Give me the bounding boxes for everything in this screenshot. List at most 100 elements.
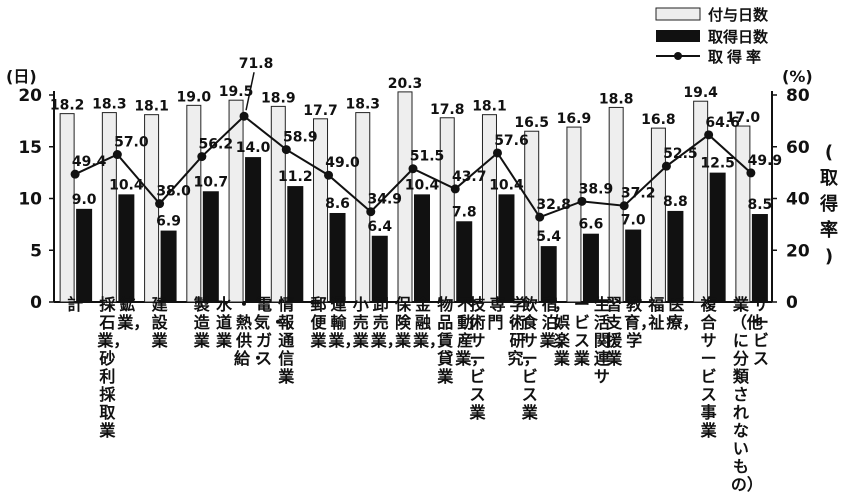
- granted-value-label: 18.3: [345, 97, 380, 113]
- rate-point: [535, 212, 545, 222]
- rate-point: [619, 201, 629, 211]
- left-tick-label: 10: [18, 190, 42, 210]
- taken-value-label: 9.0: [72, 192, 97, 208]
- left-tick-label: 0: [30, 293, 42, 313]
- granted-bar: [693, 100, 709, 303]
- taken-value-label: 10.7: [194, 174, 229, 190]
- granted-bar: [355, 112, 371, 303]
- category-label: 採石業，砂利採取業鉱業，: [97, 295, 150, 440]
- taken-bar: [582, 233, 599, 302]
- right-tick-label: 80: [786, 86, 810, 106]
- category-label: 計: [67, 295, 84, 314]
- rate-point: [450, 184, 460, 194]
- category-label: 建設業: [151, 295, 168, 350]
- rate-point: [197, 152, 207, 162]
- rate-value-label: 52.5: [663, 146, 698, 162]
- taken-bar: [667, 210, 684, 302]
- chart-svg: 0 5 10 15 20 0 20 40 60 80 (日) (%) (取得率) 18.2 9.0 18.3 1…: [6, 6, 839, 313]
- taken-value-label: 6.4: [367, 219, 392, 235]
- granted-value-label: 18.1: [472, 99, 507, 115]
- category-label: 水道業・熱供給・電気・ガス: [216, 295, 287, 368]
- category-label: 業（他に分類されないもの）サービス: [730, 295, 769, 494]
- taken-bar: [625, 229, 642, 302]
- granted-value-label: 19.4: [683, 85, 718, 101]
- taken-value-label: 8.8: [663, 194, 688, 210]
- granted-bar: [439, 117, 455, 303]
- taken-value-label: 6.6: [579, 217, 604, 233]
- category-label: 複合サービス事業: [700, 295, 717, 440]
- right-tick-label: 40: [786, 190, 810, 210]
- rate-value-label: 49.4: [72, 154, 107, 170]
- rate-point: [661, 161, 671, 171]
- taken-bar: [118, 194, 135, 302]
- granted-bar: [186, 104, 202, 303]
- granted-value-label: 17.8: [430, 102, 465, 118]
- granted-value-label: 18.3: [92, 97, 127, 113]
- rate-point: [366, 207, 376, 217]
- right-axis-label-char: (: [825, 142, 833, 163]
- granted-bar: [313, 118, 329, 303]
- taken-bar: [76, 208, 93, 302]
- taken-value-label: 14.0: [236, 140, 271, 156]
- taken-bar: [245, 157, 262, 302]
- rate-point: [492, 148, 502, 158]
- rate-value-label: 49.0: [325, 155, 360, 171]
- taken-value-label: 5.4: [536, 229, 561, 245]
- rate-value-label: 58.9: [283, 130, 318, 146]
- left-axis-unit: (日): [6, 67, 37, 86]
- taken-value-label: 8.5: [747, 197, 772, 213]
- legend-taken-swatch: [656, 30, 700, 42]
- left-tick-label: 5: [30, 241, 42, 261]
- category-label: 技術サービス業専門・学術研究，: [469, 295, 540, 422]
- granted-value-label: 16.9: [557, 111, 592, 127]
- category-label: 製造業: [193, 295, 210, 350]
- taken-bar: [414, 194, 430, 302]
- granted-value-label: 18.1: [134, 99, 169, 115]
- taken-value-label: 10.4: [109, 177, 144, 193]
- rate-value-label: 51.5: [410, 149, 445, 165]
- granted-value-label: 20.3: [388, 76, 423, 92]
- rate-value-label: 43.7: [452, 169, 487, 185]
- legend-rate-marker: [674, 52, 682, 60]
- granted-bar: [397, 91, 413, 303]
- category-label: 習支援業教育，学: [606, 295, 657, 368]
- rate-point: [70, 169, 80, 179]
- rate-point: [281, 145, 291, 155]
- rate-point: [324, 170, 334, 180]
- granted-value-label: 19.0: [177, 89, 212, 105]
- taken-bar: [709, 172, 726, 302]
- taken-bar: [287, 186, 304, 302]
- granted-bar: [144, 114, 160, 303]
- rate-value-label: 57.0: [114, 135, 149, 151]
- right-tick-label: 20: [786, 241, 810, 261]
- legend-granted-label: 付与日数: [708, 6, 769, 24]
- rate-value-label: 57.6: [494, 133, 529, 149]
- right-tick-label: 60: [786, 138, 810, 158]
- right-axis-label-char: 取: [820, 168, 839, 189]
- granted-value-label: 16.8: [641, 112, 676, 128]
- category-label: 情報通信業: [278, 295, 295, 386]
- granted-value-label: 16.5: [514, 115, 549, 131]
- rate-value-label: 32.8: [536, 197, 571, 213]
- rate-point: [746, 168, 756, 178]
- granted-bar: [566, 126, 582, 303]
- taken-value-label: 6.9: [156, 214, 181, 230]
- taken-value-label: 7.0: [621, 213, 646, 229]
- legend-rate-label: 取得率: [708, 48, 765, 66]
- category-label: ，娯楽業ービス業生活関連サ: [553, 295, 610, 386]
- rate-point: [408, 164, 418, 174]
- right-axis-label-char: 率: [820, 219, 838, 241]
- rate-point: [577, 196, 587, 206]
- granted-value-label: 18.8: [599, 91, 634, 107]
- rate-value-label: 37.2: [621, 186, 656, 202]
- rate-value-label: 64.6: [705, 115, 740, 131]
- granted-bar: [228, 99, 244, 303]
- granted-value-label: 18.9: [261, 90, 296, 106]
- rate-value-label: 34.9: [367, 192, 402, 208]
- rate-point: [239, 111, 249, 121]
- taken-bar: [202, 191, 219, 302]
- category-label: 郵便業運輸業，: [310, 295, 361, 350]
- rate-value-label: 49.9: [748, 153, 783, 169]
- taken-bar: [160, 230, 177, 302]
- granted-value-label: 17.0: [726, 110, 761, 126]
